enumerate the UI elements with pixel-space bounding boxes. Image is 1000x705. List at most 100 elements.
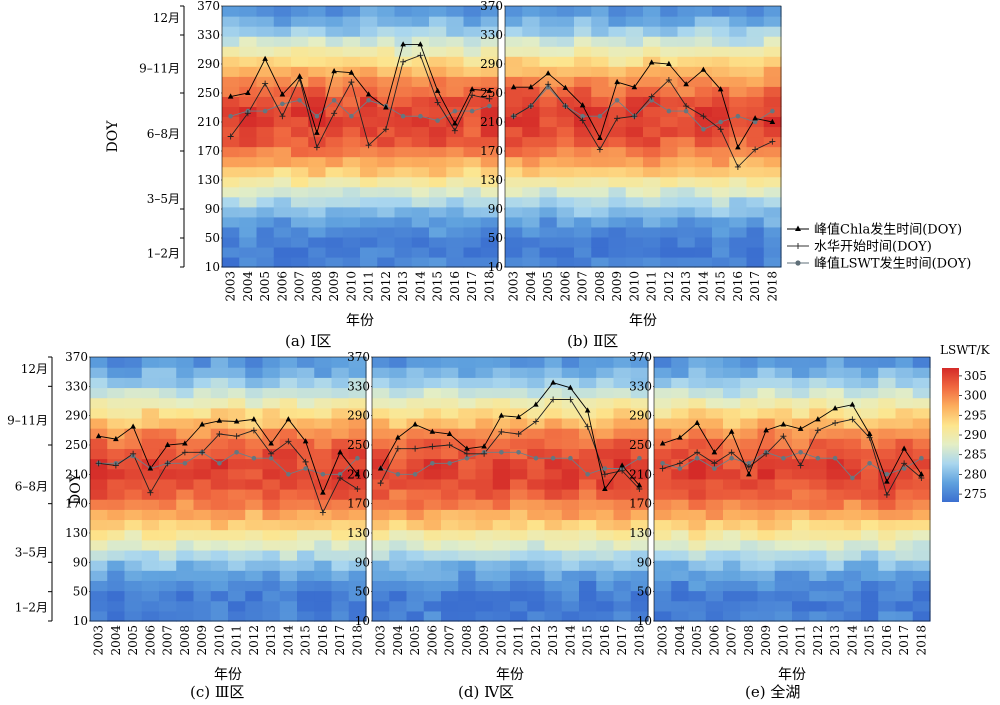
- heatmap-cell: [774, 570, 793, 581]
- heatmap-cell: [141, 580, 160, 592]
- month-label: 12月: [21, 362, 48, 376]
- heatmap-cell: [596, 448, 615, 460]
- heatmap-cell: [596, 580, 615, 592]
- heatmap-cell: [141, 407, 160, 419]
- heatmap-cell: [539, 116, 558, 128]
- peak-lswt-point: [568, 455, 573, 461]
- heatmap-cell: [912, 397, 931, 409]
- heatmap-cell: [159, 560, 177, 571]
- legend-label: 峰值Chla发生时间(DOY): [814, 222, 962, 238]
- heatmap-cell: [124, 428, 143, 439]
- peak-lswt-point: [649, 98, 654, 103]
- heatmap-cell: [492, 387, 511, 399]
- heatmap-cell: [608, 156, 627, 168]
- heatmap-cell: [308, 206, 327, 218]
- heatmap-cell: [774, 387, 793, 399]
- heatmap-cell: [774, 438, 793, 449]
- heatmap-cell: [740, 367, 759, 378]
- y-tick-label: 250: [480, 86, 503, 100]
- heatmap-cell: [429, 186, 447, 198]
- heatmap-cell: [159, 397, 177, 409]
- heatmap-cell: [712, 6, 730, 17]
- heatmap-cell: [723, 438, 741, 449]
- heatmap-cell: [625, 46, 644, 57]
- heatmap-cell: [279, 387, 298, 399]
- heatmap-cell: [643, 116, 661, 128]
- heatmap-cell: [107, 519, 126, 531]
- heatmap-cell: [141, 600, 160, 612]
- peak-lswt-point: [280, 101, 285, 107]
- heatmap-cell: [389, 529, 408, 541]
- x-tick-label: 2004: [391, 625, 405, 656]
- heatmap-cell: [342, 176, 361, 188]
- heatmap-cell: [463, 56, 482, 67]
- heatmap-cell: [475, 529, 494, 541]
- heatmap-cell: [746, 246, 765, 258]
- heatmap-cell: [176, 610, 195, 622]
- peak-chla-point: [659, 440, 666, 446]
- heatmap-cell: [677, 126, 696, 138]
- peak-lswt-point: [320, 472, 326, 477]
- heatmap-cell: [90, 438, 108, 449]
- heatmap-cell: [360, 6, 378, 17]
- heatmap-cell: [522, 86, 541, 97]
- bloom-start-point: [412, 445, 419, 452]
- x-tick-label: 2011: [512, 625, 526, 656]
- heatmap-cell: [406, 529, 425, 541]
- heatmap-cell: [539, 6, 558, 17]
- x-tick-label: 2009: [477, 625, 491, 656]
- heatmap-cell: [441, 478, 459, 490]
- heatmap-cell: [331, 478, 350, 490]
- peak-chla-point: [815, 416, 821, 422]
- heatmap-cell: [729, 26, 748, 37]
- x-tick-label: 2012: [662, 271, 676, 302]
- peak-lswt-point: [867, 461, 872, 466]
- heatmap-cell: [556, 106, 575, 118]
- heatmap-cell: [613, 580, 632, 592]
- heatmap-cell: [654, 367, 672, 378]
- heatmap-cell: [694, 76, 713, 87]
- heatmap-cell: [505, 146, 523, 158]
- heatmap-cell: [394, 196, 413, 208]
- heatmap-cell: [480, 76, 499, 87]
- heatmap-cell: [625, 196, 644, 208]
- peak-chla-point: [528, 84, 534, 90]
- heatmap-cell: [342, 96, 361, 107]
- heatmap-cell: [297, 600, 315, 612]
- heatmap-cell: [505, 16, 523, 27]
- heatmap-cell: [705, 529, 724, 541]
- heatmap-cell: [429, 126, 447, 138]
- heatmap-cell: [492, 570, 511, 581]
- heatmap-cell: [774, 600, 793, 612]
- heatmap-cell: [394, 246, 413, 258]
- heatmap-cell: [308, 96, 327, 107]
- heatmap-cell: [159, 529, 177, 541]
- heatmap-cell: [273, 166, 292, 178]
- heatmap-cell: [124, 570, 143, 581]
- peak-lswt-point: [303, 466, 308, 471]
- heatmap-cell: [522, 116, 541, 128]
- heatmap-cell: [446, 226, 465, 238]
- heatmap-cell: [705, 428, 724, 439]
- x-tick-label: 2011: [230, 625, 244, 656]
- heatmap-cell: [878, 407, 897, 419]
- heatmap-cell: [688, 478, 707, 490]
- heatmap-cell: [90, 377, 108, 389]
- heatmap-cell: [556, 96, 575, 107]
- heatmap-cell: [492, 458, 511, 470]
- bloom-start-point: [769, 138, 776, 145]
- heatmap-cell: [660, 136, 679, 148]
- heatmap-cell: [325, 76, 344, 87]
- heatmap-cell: [159, 367, 177, 378]
- heatmap-cell: [729, 116, 748, 128]
- heatmap-cell: [544, 407, 563, 419]
- heatmap-cell: [325, 166, 344, 178]
- peak-chla-point: [302, 438, 309, 444]
- heatmap-cell: [625, 166, 644, 178]
- bloom-start-point: [429, 443, 436, 450]
- heatmap-cell: [492, 377, 511, 389]
- heatmap-cell: [475, 428, 494, 439]
- heatmap-cell: [446, 156, 465, 168]
- heatmap-cell: [176, 549, 195, 561]
- heatmap-cell: [239, 116, 258, 128]
